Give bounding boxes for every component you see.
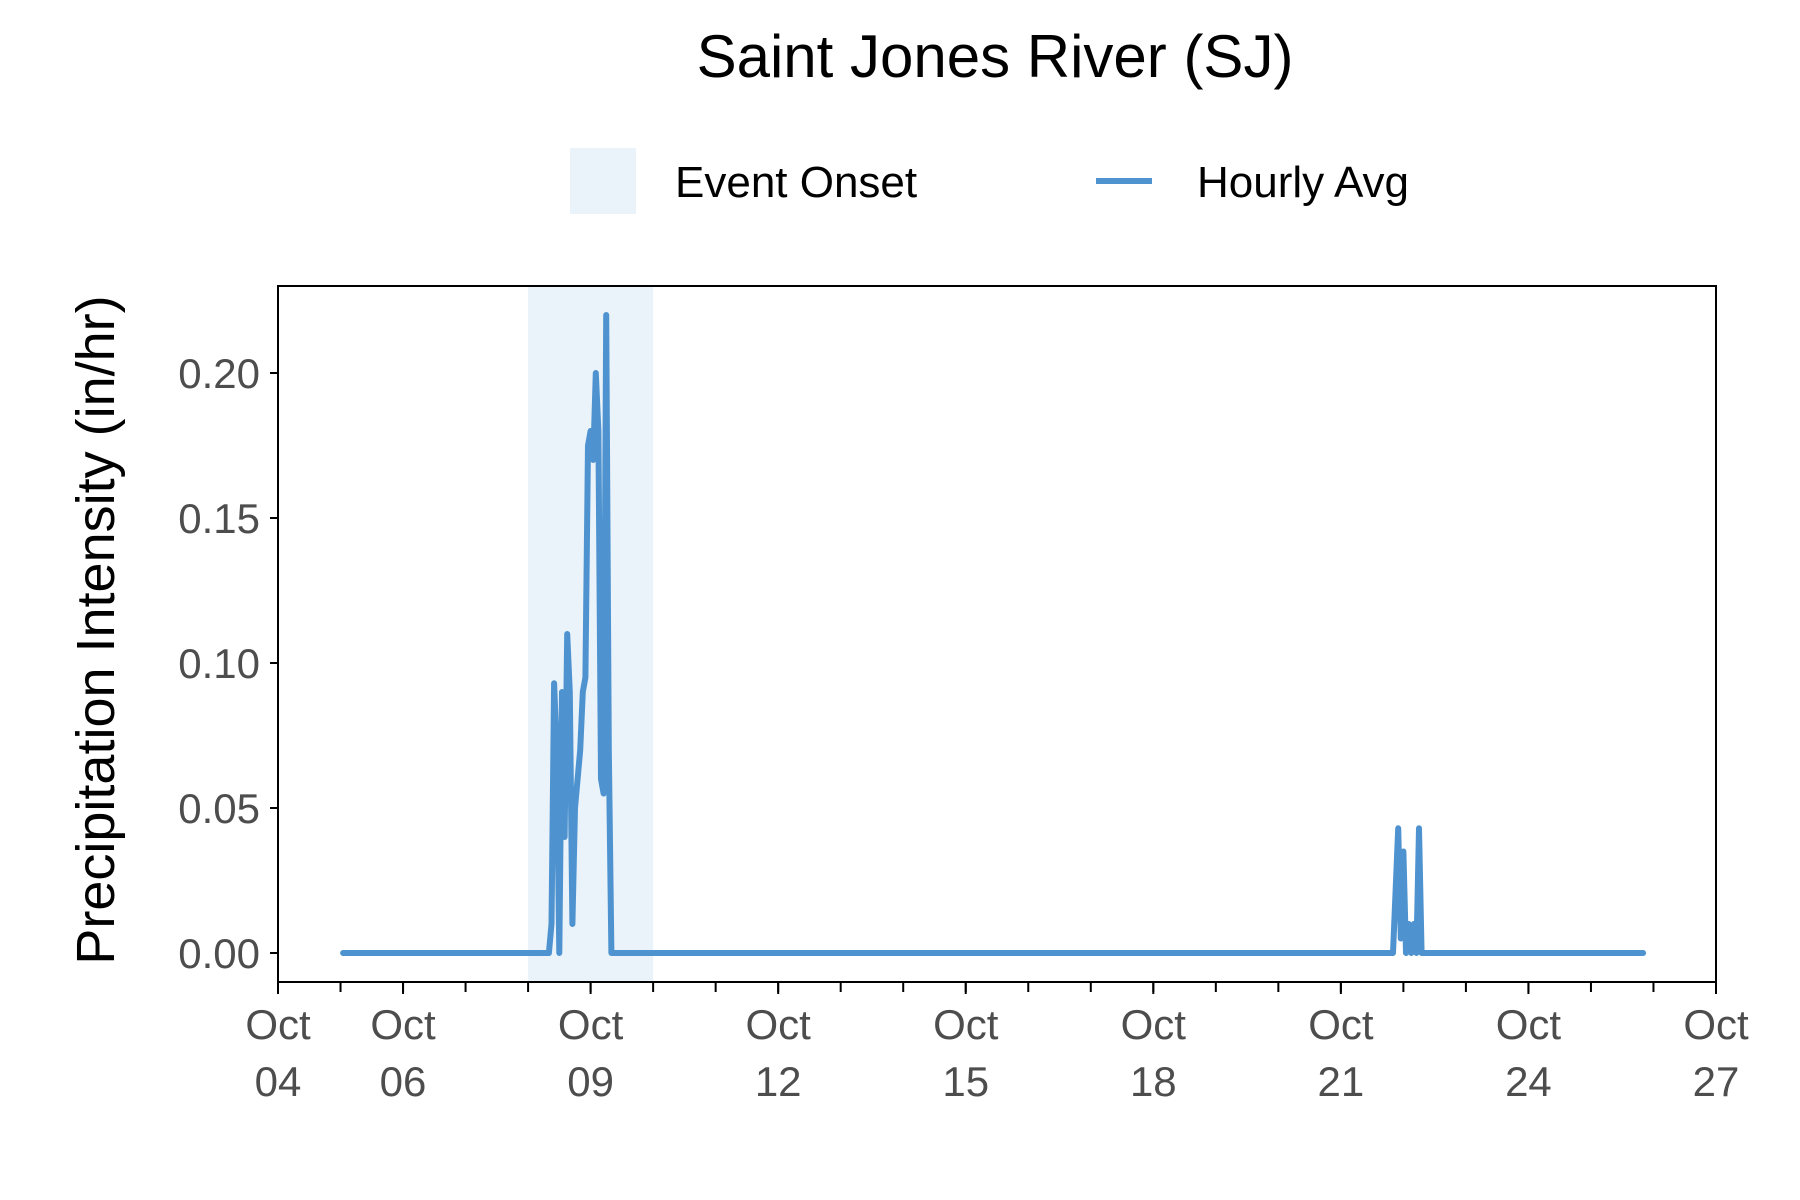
x-tick-label-day: 24 [1505, 1058, 1552, 1105]
y-tick-label: 0.20 [178, 350, 260, 397]
x-tick-label-month: Oct [1496, 1001, 1562, 1048]
x-tick-label-day: 21 [1318, 1058, 1365, 1105]
x-tick-label-day: 04 [255, 1058, 302, 1105]
x-tick-label-month: Oct [1683, 1001, 1749, 1048]
y-axis: 0.00 0.05 0.10 0.15 0.20 [178, 350, 278, 977]
y-tick-label: 0.05 [178, 785, 260, 832]
x-tick-label-day: 15 [942, 1058, 989, 1105]
x-tick-label-month: Oct [1121, 1001, 1187, 1048]
x-tick-label-day: 09 [567, 1058, 614, 1105]
y-axis-title: Precipitation Intensity (in/hr) [66, 295, 126, 964]
x-tick-label-day: 12 [755, 1058, 802, 1105]
y-tick-label: 0.15 [178, 495, 260, 542]
x-tick-label-month: Oct [558, 1001, 624, 1048]
legend-hourly-avg-label: Hourly Avg [1197, 158, 1409, 207]
chart-title: Saint Jones River (SJ) [697, 23, 1294, 90]
x-tick-label-month: Oct [245, 1001, 311, 1048]
x-tick-label-month: Oct [746, 1001, 812, 1048]
event-onset-shade [528, 286, 654, 982]
legend-event-onset-key [570, 148, 636, 214]
plot-panel [277, 285, 1717, 983]
series-line-hourly-avg [340, 312, 1647, 956]
x-tick-label-day: 06 [380, 1058, 427, 1105]
y-tick-label: 0.00 [178, 930, 260, 977]
x-tick-label-month: Oct [370, 1001, 436, 1048]
x-tick-label-day: 18 [1130, 1058, 1177, 1105]
legend-event-onset-label: Event Onset [675, 158, 917, 207]
x-axis: Oct 04 Oct 06 Oct 09 Oct 12 Oct 15 Oct 18 Oct 21 Oct 24… [245, 982, 1749, 1105]
y-tick-label: 0.10 [178, 640, 260, 687]
legend: Event Onset Hourly Avg [570, 148, 1409, 214]
x-tick-label-month: Oct [933, 1001, 999, 1048]
x-tick-label-day: 27 [1693, 1058, 1740, 1105]
x-tick-label-month: Oct [1308, 1001, 1374, 1048]
